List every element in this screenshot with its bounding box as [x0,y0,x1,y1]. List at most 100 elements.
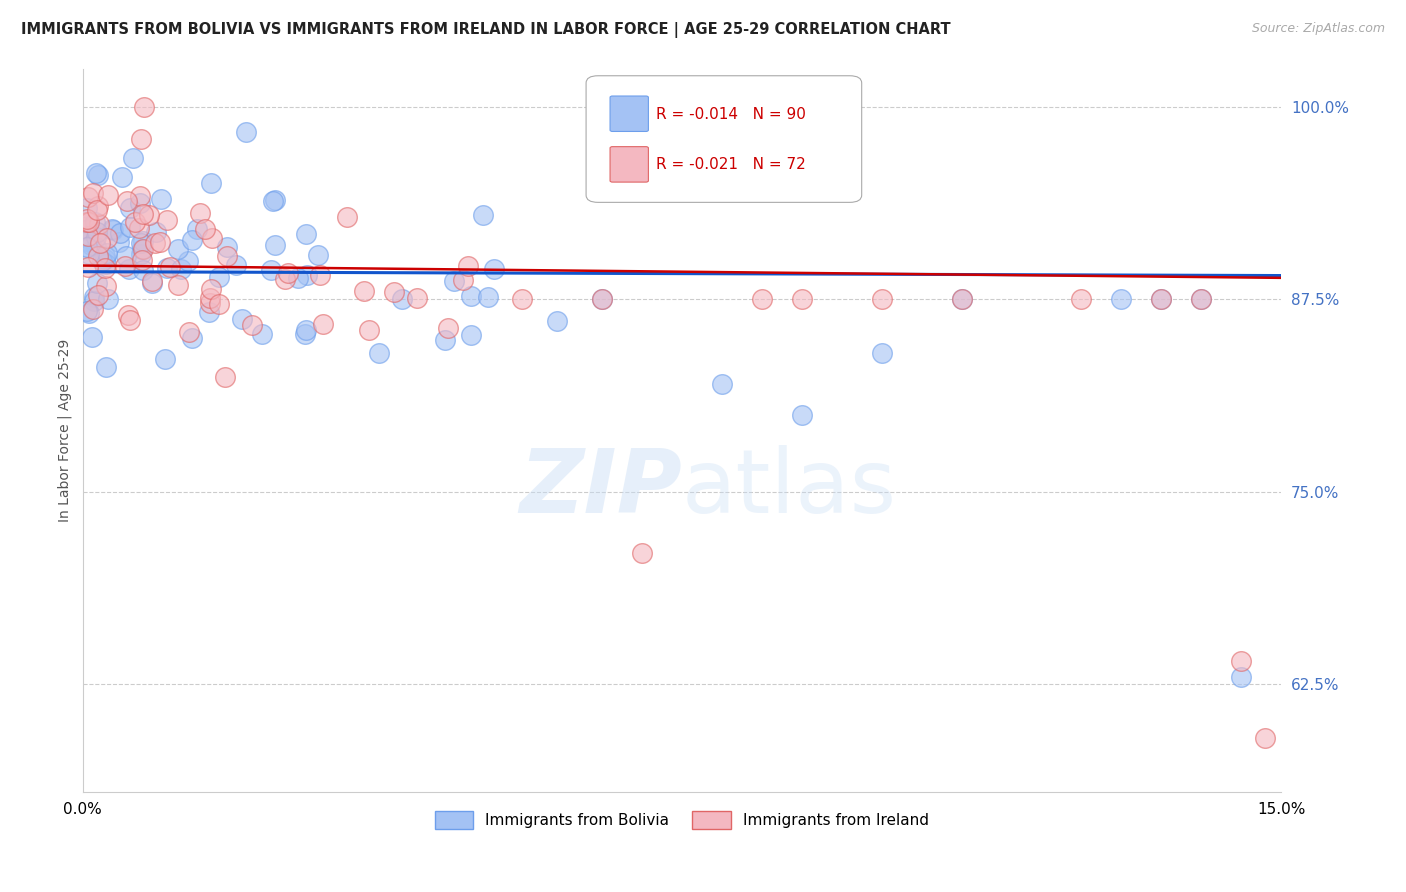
Point [357,323,380,337]
Point [84,230,107,244]
Point [94,359,117,374]
Point [235,125,257,139]
Point [451,273,474,287]
Point [215,240,238,254]
Point [382,285,405,300]
Point [870,293,893,307]
Point [77,247,100,261]
Point [294,327,316,342]
Point [201,230,224,244]
Point [83,290,105,304]
FancyBboxPatch shape [586,76,862,202]
Point [76,222,98,236]
Point [118,261,141,276]
Point [76,304,98,318]
Point [89,235,111,250]
Point [242,318,264,332]
Point [82,330,104,344]
Point [97,188,120,202]
Point [167,242,190,256]
Text: ZIP: ZIP [519,444,682,532]
Point [138,209,160,223]
Point [129,196,152,211]
Point [262,194,284,208]
Point [77,260,100,275]
Point [94,249,117,263]
Point [336,210,359,224]
Point [131,263,153,277]
Point [264,238,287,252]
Point [131,131,153,145]
Point [94,260,117,275]
Point [76,234,98,248]
Point [181,330,204,344]
Point [198,291,221,305]
Point [108,235,131,249]
Point [312,318,335,332]
FancyBboxPatch shape [610,146,648,182]
Point [1070,293,1092,307]
Point [295,322,318,336]
Point [156,260,179,275]
Point [148,235,170,249]
Point [177,253,200,268]
Point [510,293,533,307]
Point [477,290,499,304]
Text: Source: ZipAtlas.com: Source: ZipAtlas.com [1251,22,1385,36]
Point [118,313,141,327]
Point [141,276,163,290]
Point [250,327,273,342]
Point [129,188,152,202]
Point [77,215,100,229]
Point [83,293,105,308]
Point [295,227,318,241]
Point [1230,654,1253,668]
Point [546,314,568,328]
Point [198,296,221,310]
Point [145,225,167,239]
Point [198,305,221,319]
Point [214,370,236,384]
Point [153,352,176,367]
Point [108,227,131,241]
Point [89,217,111,231]
Point [94,252,117,267]
Text: R = -0.014   N = 90: R = -0.014 N = 90 [655,107,806,121]
Point [181,233,204,247]
Text: R = -0.021   N = 72: R = -0.021 N = 72 [655,157,806,172]
Point [1189,293,1212,307]
Point [405,291,427,305]
Point [86,203,108,218]
Point [264,194,287,208]
Point [82,186,104,200]
Point [166,277,188,292]
Point [434,333,457,347]
Point [84,240,107,254]
Point [194,222,217,236]
Point [950,293,973,307]
Point [76,212,98,227]
Point [101,222,124,236]
Point [295,268,318,283]
Point [231,311,253,326]
Point [117,309,139,323]
Point [870,346,893,360]
Point [1189,293,1212,307]
Point [710,377,733,392]
Point [96,246,118,260]
Point [790,293,813,307]
Point [1111,293,1133,307]
Point [217,249,239,263]
Point [591,293,613,307]
Point [124,215,146,229]
Legend: Immigrants from Bolivia, Immigrants from Ireland: Immigrants from Bolivia, Immigrants from… [429,805,935,835]
Text: atlas: atlas [682,444,897,532]
Point [101,223,124,237]
Point [132,242,155,256]
Point [129,235,152,250]
Point [208,297,231,311]
Point [457,259,479,273]
Point [482,262,505,277]
Point [131,253,153,268]
Point [186,222,208,236]
